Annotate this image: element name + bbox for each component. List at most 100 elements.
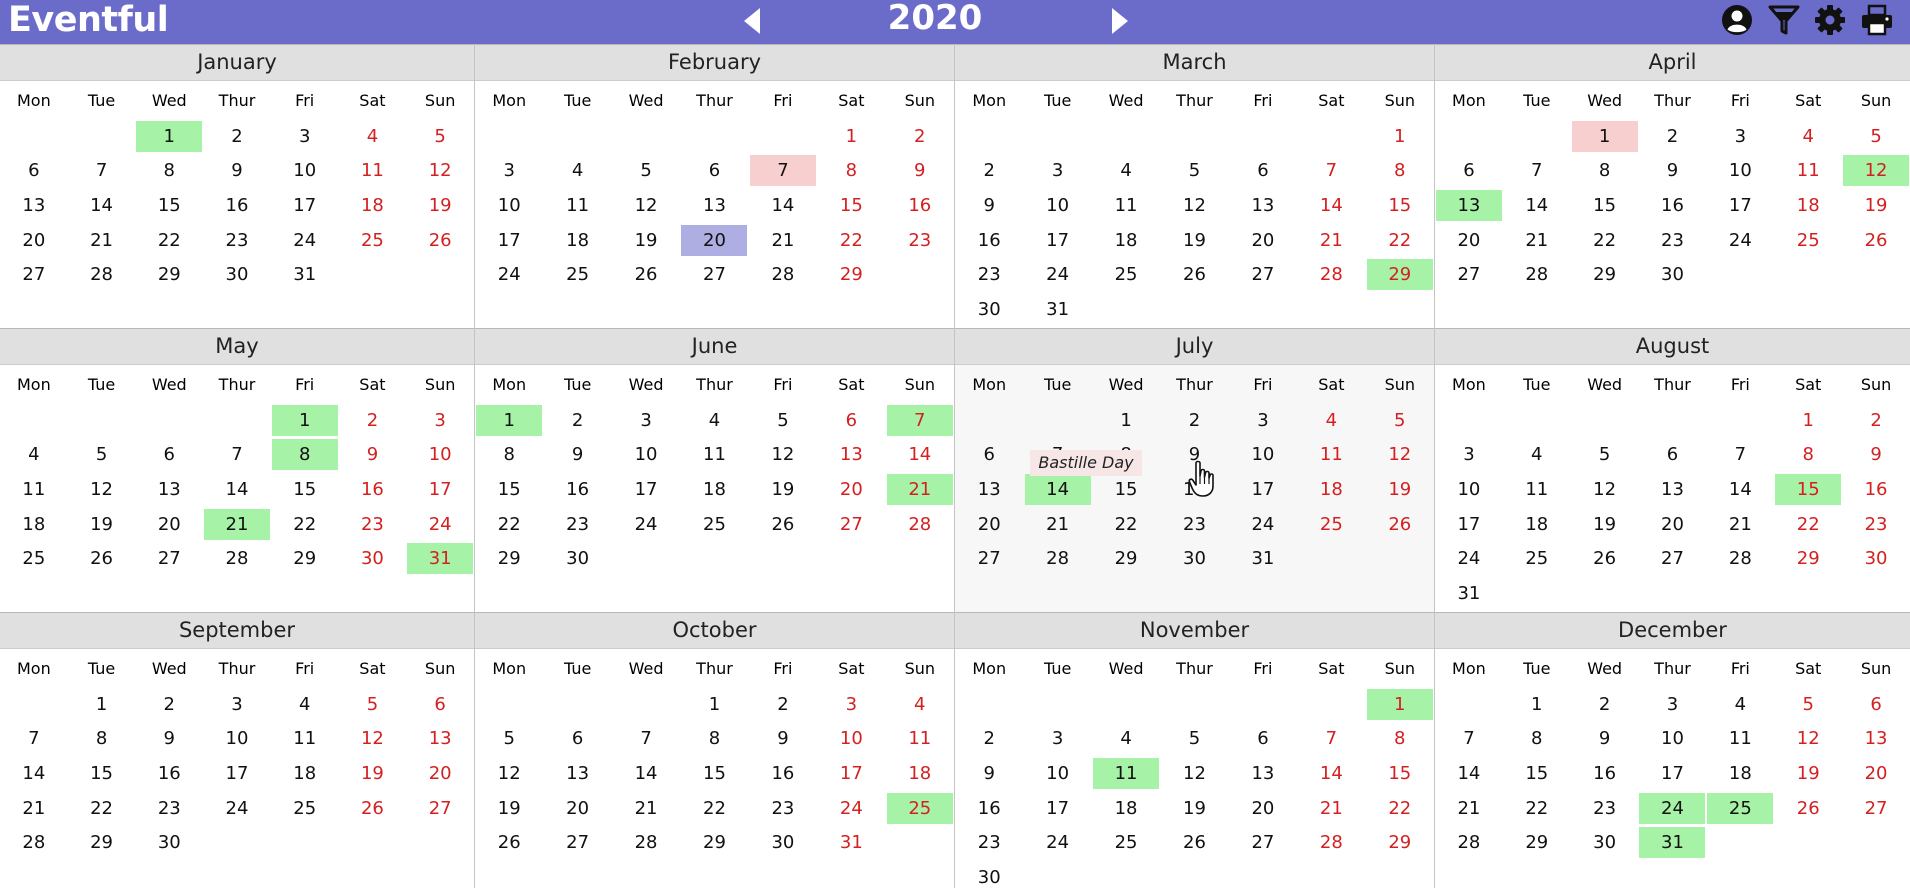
day-cell[interactable]: 6 (1842, 687, 1910, 722)
day-cell[interactable]: 12 (1160, 188, 1228, 223)
day-cell[interactable]: 29 (1092, 541, 1160, 576)
day-cell[interactable]: 26 (749, 507, 817, 542)
day-cell[interactable]: 29 (271, 541, 339, 576)
day-cell[interactable]: 30 (543, 541, 611, 576)
filter-icon[interactable] (1768, 4, 1800, 36)
day-cell[interactable]: 1 (817, 119, 885, 154)
day-cell[interactable]: 25 (1297, 507, 1365, 542)
day-cell[interactable]: 20 (0, 223, 68, 258)
day-cell[interactable]: 15 (1571, 188, 1639, 223)
day-cell[interactable]: 22 (475, 507, 543, 542)
day-cell[interactable]: 7 (1435, 722, 1503, 757)
day-cell[interactable]: 9 (543, 438, 611, 473)
day-cell[interactable]: 22 (68, 791, 136, 826)
day-cell[interactable]: 26 (612, 257, 680, 292)
day-cell[interactable]: 15 (475, 472, 543, 507)
day-cell[interactable]: 25 (543, 257, 611, 292)
prev-year-button[interactable] (738, 6, 768, 36)
day-cell[interactable]: 15 (1503, 756, 1571, 791)
day-cell[interactable]: 2 (543, 403, 611, 438)
day-cell[interactable]: 25 (886, 791, 954, 826)
day-cell[interactable]: 29 (1571, 257, 1639, 292)
day-cell[interactable]: 18 (543, 223, 611, 258)
day-cell[interactable]: 26 (1366, 507, 1434, 542)
day-cell[interactable]: 24 (1023, 257, 1091, 292)
day-cell[interactable]: 17 (1023, 223, 1091, 258)
day-cell[interactable]: 21 (749, 223, 817, 258)
day-cell[interactable]: 18 (1706, 756, 1774, 791)
day-cell[interactable]: 28 (0, 825, 68, 860)
day-cell[interactable]: 25 (1092, 257, 1160, 292)
day-cell[interactable]: 1 (68, 687, 136, 722)
day-cell[interactable]: 3 (203, 687, 271, 722)
day-cell[interactable]: 2 (955, 722, 1023, 757)
day-cell[interactable]: 31 (1639, 825, 1707, 860)
day-cell[interactable]: 3 (1229, 403, 1297, 438)
day-cell[interactable]: 21 (1297, 223, 1365, 258)
day-cell[interactable]: 30 (955, 292, 1023, 327)
day-cell[interactable]: 5 (339, 687, 407, 722)
day-cell[interactable]: 13 (1435, 188, 1503, 223)
day-cell[interactable]: 6 (135, 438, 203, 473)
day-cell[interactable]: 10 (1706, 154, 1774, 189)
day-cell[interactable]: 1 (475, 403, 543, 438)
day-cell[interactable]: 20 (1639, 507, 1707, 542)
day-cell[interactable]: 18 (886, 756, 954, 791)
day-cell[interactable]: 17 (1639, 756, 1707, 791)
day-cell[interactable]: 30 (955, 860, 1023, 888)
day-cell[interactable]: 23 (203, 223, 271, 258)
day-cell[interactable]: 17 (1435, 507, 1503, 542)
day-cell[interactable]: 11 (0, 472, 68, 507)
day-cell[interactable]: 26 (1842, 223, 1910, 258)
day-cell[interactable]: 6 (955, 438, 1023, 473)
day-cell[interactable]: 20 (135, 507, 203, 542)
day-cell[interactable]: 4 (1774, 119, 1842, 154)
day-cell[interactable]: 25 (680, 507, 748, 542)
day-cell[interactable]: 3 (817, 687, 885, 722)
day-cell[interactable]: 25 (1706, 791, 1774, 826)
day-cell[interactable]: 2 (1842, 403, 1910, 438)
day-cell[interactable]: 7 (1297, 722, 1365, 757)
day-cell[interactable]: 27 (135, 541, 203, 576)
day-cell[interactable]: 24 (271, 223, 339, 258)
day-cell[interactable]: 24 (817, 791, 885, 826)
day-cell[interactable]: 19 (749, 472, 817, 507)
day-cell[interactable]: 3 (475, 154, 543, 189)
day-cell[interactable]: 2 (1160, 403, 1228, 438)
day-cell[interactable]: 12 (406, 154, 474, 189)
day-cell[interactable]: 21 (1503, 223, 1571, 258)
day-cell[interactable]: 11 (1092, 756, 1160, 791)
day-cell[interactable]: 19 (475, 791, 543, 826)
day-cell[interactable]: 9 (1571, 722, 1639, 757)
day-cell[interactable]: 20 (1842, 756, 1910, 791)
day-cell[interactable]: 22 (1366, 791, 1434, 826)
day-cell[interactable]: 22 (1503, 791, 1571, 826)
day-cell[interactable]: 8 (271, 438, 339, 473)
day-cell[interactable]: 19 (612, 223, 680, 258)
day-cell[interactable]: 8 (817, 154, 885, 189)
day-cell[interactable]: 21 (612, 791, 680, 826)
day-cell[interactable]: 12 (1842, 154, 1910, 189)
day-cell[interactable]: 31 (271, 257, 339, 292)
day-cell[interactable]: 25 (339, 223, 407, 258)
day-cell[interactable]: 27 (1639, 541, 1707, 576)
day-cell[interactable]: 26 (1571, 541, 1639, 576)
day-cell[interactable]: 7 (1706, 438, 1774, 473)
day-cell[interactable]: 29 (68, 825, 136, 860)
day-cell[interactable]: 10 (271, 154, 339, 189)
day-cell[interactable]: 1 (271, 403, 339, 438)
day-cell[interactable]: 22 (271, 507, 339, 542)
day-cell[interactable]: 11 (1297, 438, 1365, 473)
day-cell[interactable]: 13 (1639, 472, 1707, 507)
day-cell[interactable]: 7 (612, 722, 680, 757)
day-cell[interactable]: 6 (406, 687, 474, 722)
day-cell[interactable]: 10 (1229, 438, 1297, 473)
day-cell[interactable]: 14 (1706, 472, 1774, 507)
day-cell[interactable]: 30 (339, 541, 407, 576)
day-cell[interactable]: 5 (1160, 154, 1228, 189)
day-cell[interactable]: 21 (68, 223, 136, 258)
day-cell[interactable]: 27 (406, 791, 474, 826)
day-cell[interactable]: 14 (68, 188, 136, 223)
day-cell[interactable]: 8 (1366, 722, 1434, 757)
day-cell[interactable]: 14 (1297, 756, 1365, 791)
